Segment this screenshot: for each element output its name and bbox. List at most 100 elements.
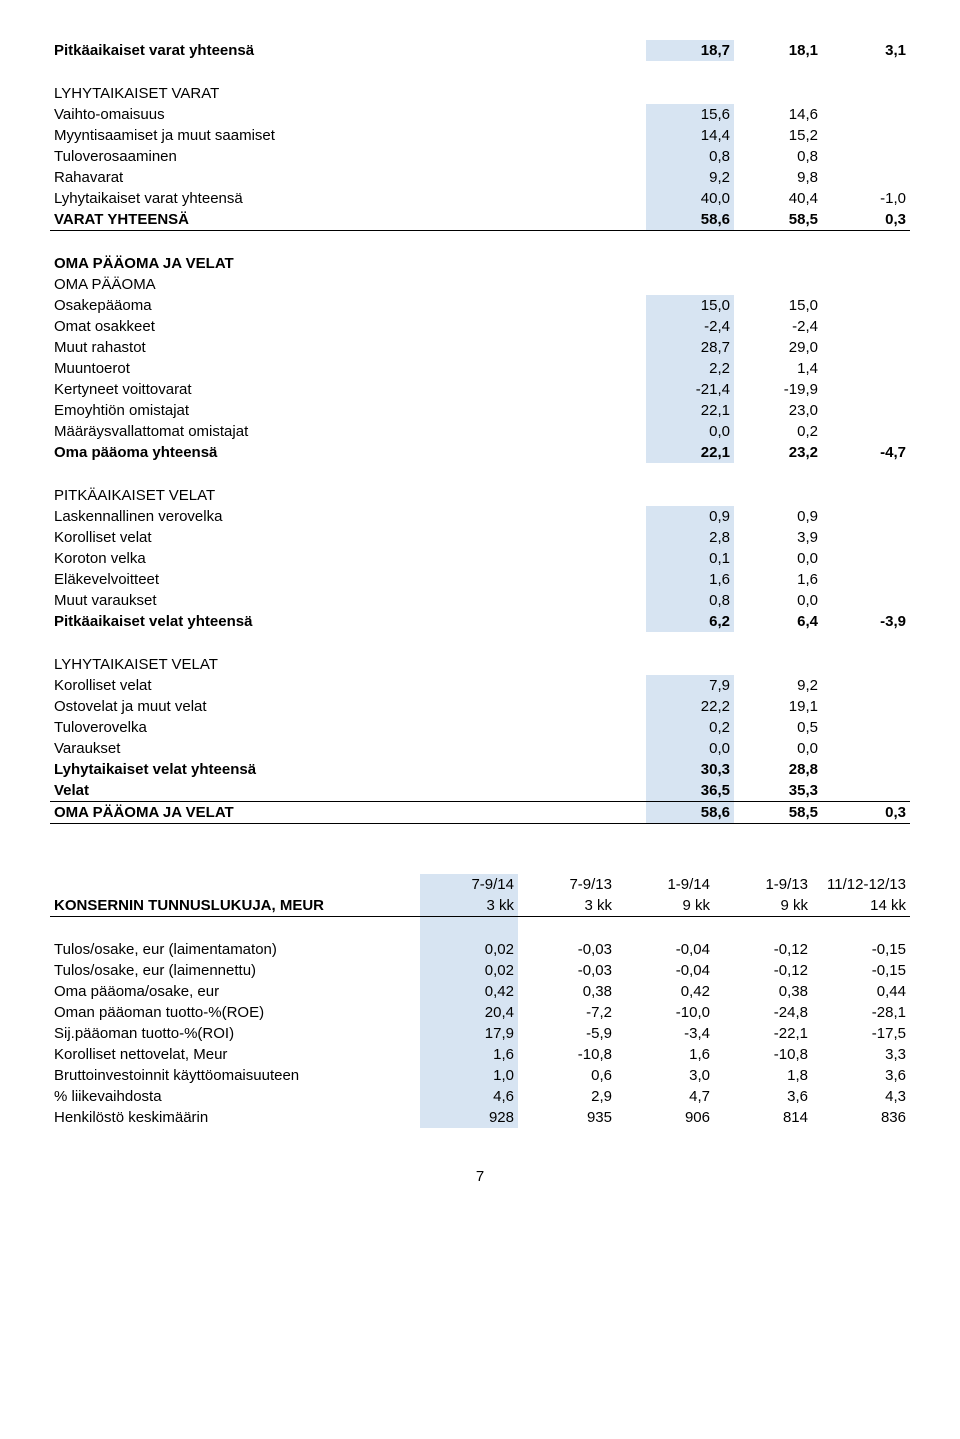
row-value	[822, 759, 910, 780]
row-value	[822, 146, 910, 167]
col-subheader: 14 kk	[812, 895, 910, 917]
row-label: PITKÄAIKAISET VELAT	[50, 485, 646, 506]
row-label: Omat osakkeet	[50, 316, 646, 337]
row-label: Tuloverovelka	[50, 717, 646, 738]
row-label: Oma pääoma yhteensä	[50, 442, 646, 463]
row-label: Eläkevelvoitteet	[50, 569, 646, 590]
row-value: 0,3	[822, 209, 910, 231]
row-value	[734, 485, 822, 506]
row-value: 3,6	[714, 1086, 812, 1107]
row-value: 0,0	[646, 421, 734, 442]
row-value	[734, 274, 822, 295]
row-value: 4,7	[616, 1086, 714, 1107]
row-label: Kertyneet voittovarat	[50, 379, 646, 400]
row-label: Muuntoerot	[50, 358, 646, 379]
row-value	[734, 654, 822, 675]
row-label: Pitkäaikaiset varat yhteensä	[50, 40, 646, 61]
row-value: 836	[812, 1107, 910, 1128]
row-value: 928	[420, 1107, 518, 1128]
row-label: Emoyhtiön omistajat	[50, 400, 646, 421]
row-label: Korolliset nettovelat, Meur	[50, 1044, 420, 1065]
row-value: -10,8	[714, 1044, 812, 1065]
row-label: Ostovelat ja muut velat	[50, 696, 646, 717]
row-value: 0,8	[646, 590, 734, 611]
row-label: Määräysvallattomat omistajat	[50, 421, 646, 442]
row-value: -0,12	[714, 939, 812, 960]
row-value: 22,2	[646, 696, 734, 717]
col-subheader: 3 kk	[420, 895, 518, 917]
row-value	[646, 83, 734, 104]
row-value: 35,3	[734, 780, 822, 802]
row-value: 1,6	[646, 569, 734, 590]
row-value: -0,04	[616, 939, 714, 960]
row-value	[822, 358, 910, 379]
row-value: 935	[518, 1107, 616, 1128]
row-value: 0,9	[734, 506, 822, 527]
row-value: 1,6	[420, 1044, 518, 1065]
row-value: 14,4	[646, 125, 734, 146]
row-value	[822, 717, 910, 738]
row-value: 58,6	[646, 209, 734, 231]
row-value: -21,4	[646, 379, 734, 400]
row-label: OMA PÄÄOMA JA VELAT	[50, 802, 646, 824]
row-value: 30,3	[646, 759, 734, 780]
row-value: 29,0	[734, 337, 822, 358]
row-value: 4,6	[420, 1086, 518, 1107]
row-label: Muut rahastot	[50, 337, 646, 358]
row-value	[822, 125, 910, 146]
row-value	[822, 379, 910, 400]
row-value: 0,1	[646, 548, 734, 569]
row-value: -2,4	[646, 316, 734, 337]
row-value: 0,38	[518, 981, 616, 1002]
col-header: 7-9/13	[518, 874, 616, 895]
row-value: 1,6	[616, 1044, 714, 1065]
row-value	[822, 654, 910, 675]
row-value: 9,8	[734, 167, 822, 188]
row-value: 0,8	[734, 146, 822, 167]
row-value	[822, 696, 910, 717]
page-number: 7	[50, 1168, 910, 1185]
row-value: 7,9	[646, 675, 734, 696]
row-label: Korolliset velat	[50, 675, 646, 696]
row-value: 0,3	[822, 802, 910, 824]
row-value: 1,4	[734, 358, 822, 379]
row-value: 0,5	[734, 717, 822, 738]
row-value: 2,2	[646, 358, 734, 379]
row-value	[646, 654, 734, 675]
row-value: 814	[714, 1107, 812, 1128]
row-label: OMA PÄÄOMA	[50, 274, 646, 295]
row-value	[734, 253, 822, 274]
row-value: 23,0	[734, 400, 822, 421]
row-label: Bruttoinvestoinnit käyttöomaisuuteen	[50, 1065, 420, 1086]
row-value	[822, 316, 910, 337]
row-label: Tulos/osake, eur (laimennettu)	[50, 960, 420, 981]
row-value: 22,1	[646, 442, 734, 463]
row-value	[646, 274, 734, 295]
row-value: 0,02	[420, 939, 518, 960]
row-label: Tulos/osake, eur (laimentamaton)	[50, 939, 420, 960]
row-value: 1,8	[714, 1065, 812, 1086]
row-value: 58,5	[734, 802, 822, 824]
row-label: Henkilöstö keskimäärin	[50, 1107, 420, 1128]
row-value: 0,0	[734, 548, 822, 569]
row-label: Tuloverosaaminen	[50, 146, 646, 167]
row-value	[646, 485, 734, 506]
row-value: 0,2	[734, 421, 822, 442]
row-label: Koroton velka	[50, 548, 646, 569]
row-value: 3,9	[734, 527, 822, 548]
row-label: % liikevaihdosta	[50, 1086, 420, 1107]
row-value: 3,1	[822, 40, 910, 61]
row-value: 6,4	[734, 611, 822, 632]
row-value: 0,0	[646, 738, 734, 759]
row-value	[822, 167, 910, 188]
row-value: 0,9	[646, 506, 734, 527]
row-value: 58,6	[646, 802, 734, 824]
row-label: Oma pääoma/osake, eur	[50, 981, 420, 1002]
row-value	[822, 527, 910, 548]
row-value: 0,8	[646, 146, 734, 167]
row-value	[822, 590, 910, 611]
row-label: LYHYTAIKAISET VARAT	[50, 83, 646, 104]
col-subheader: 9 kk	[714, 895, 812, 917]
row-value: 20,4	[420, 1002, 518, 1023]
row-value: 0,38	[714, 981, 812, 1002]
